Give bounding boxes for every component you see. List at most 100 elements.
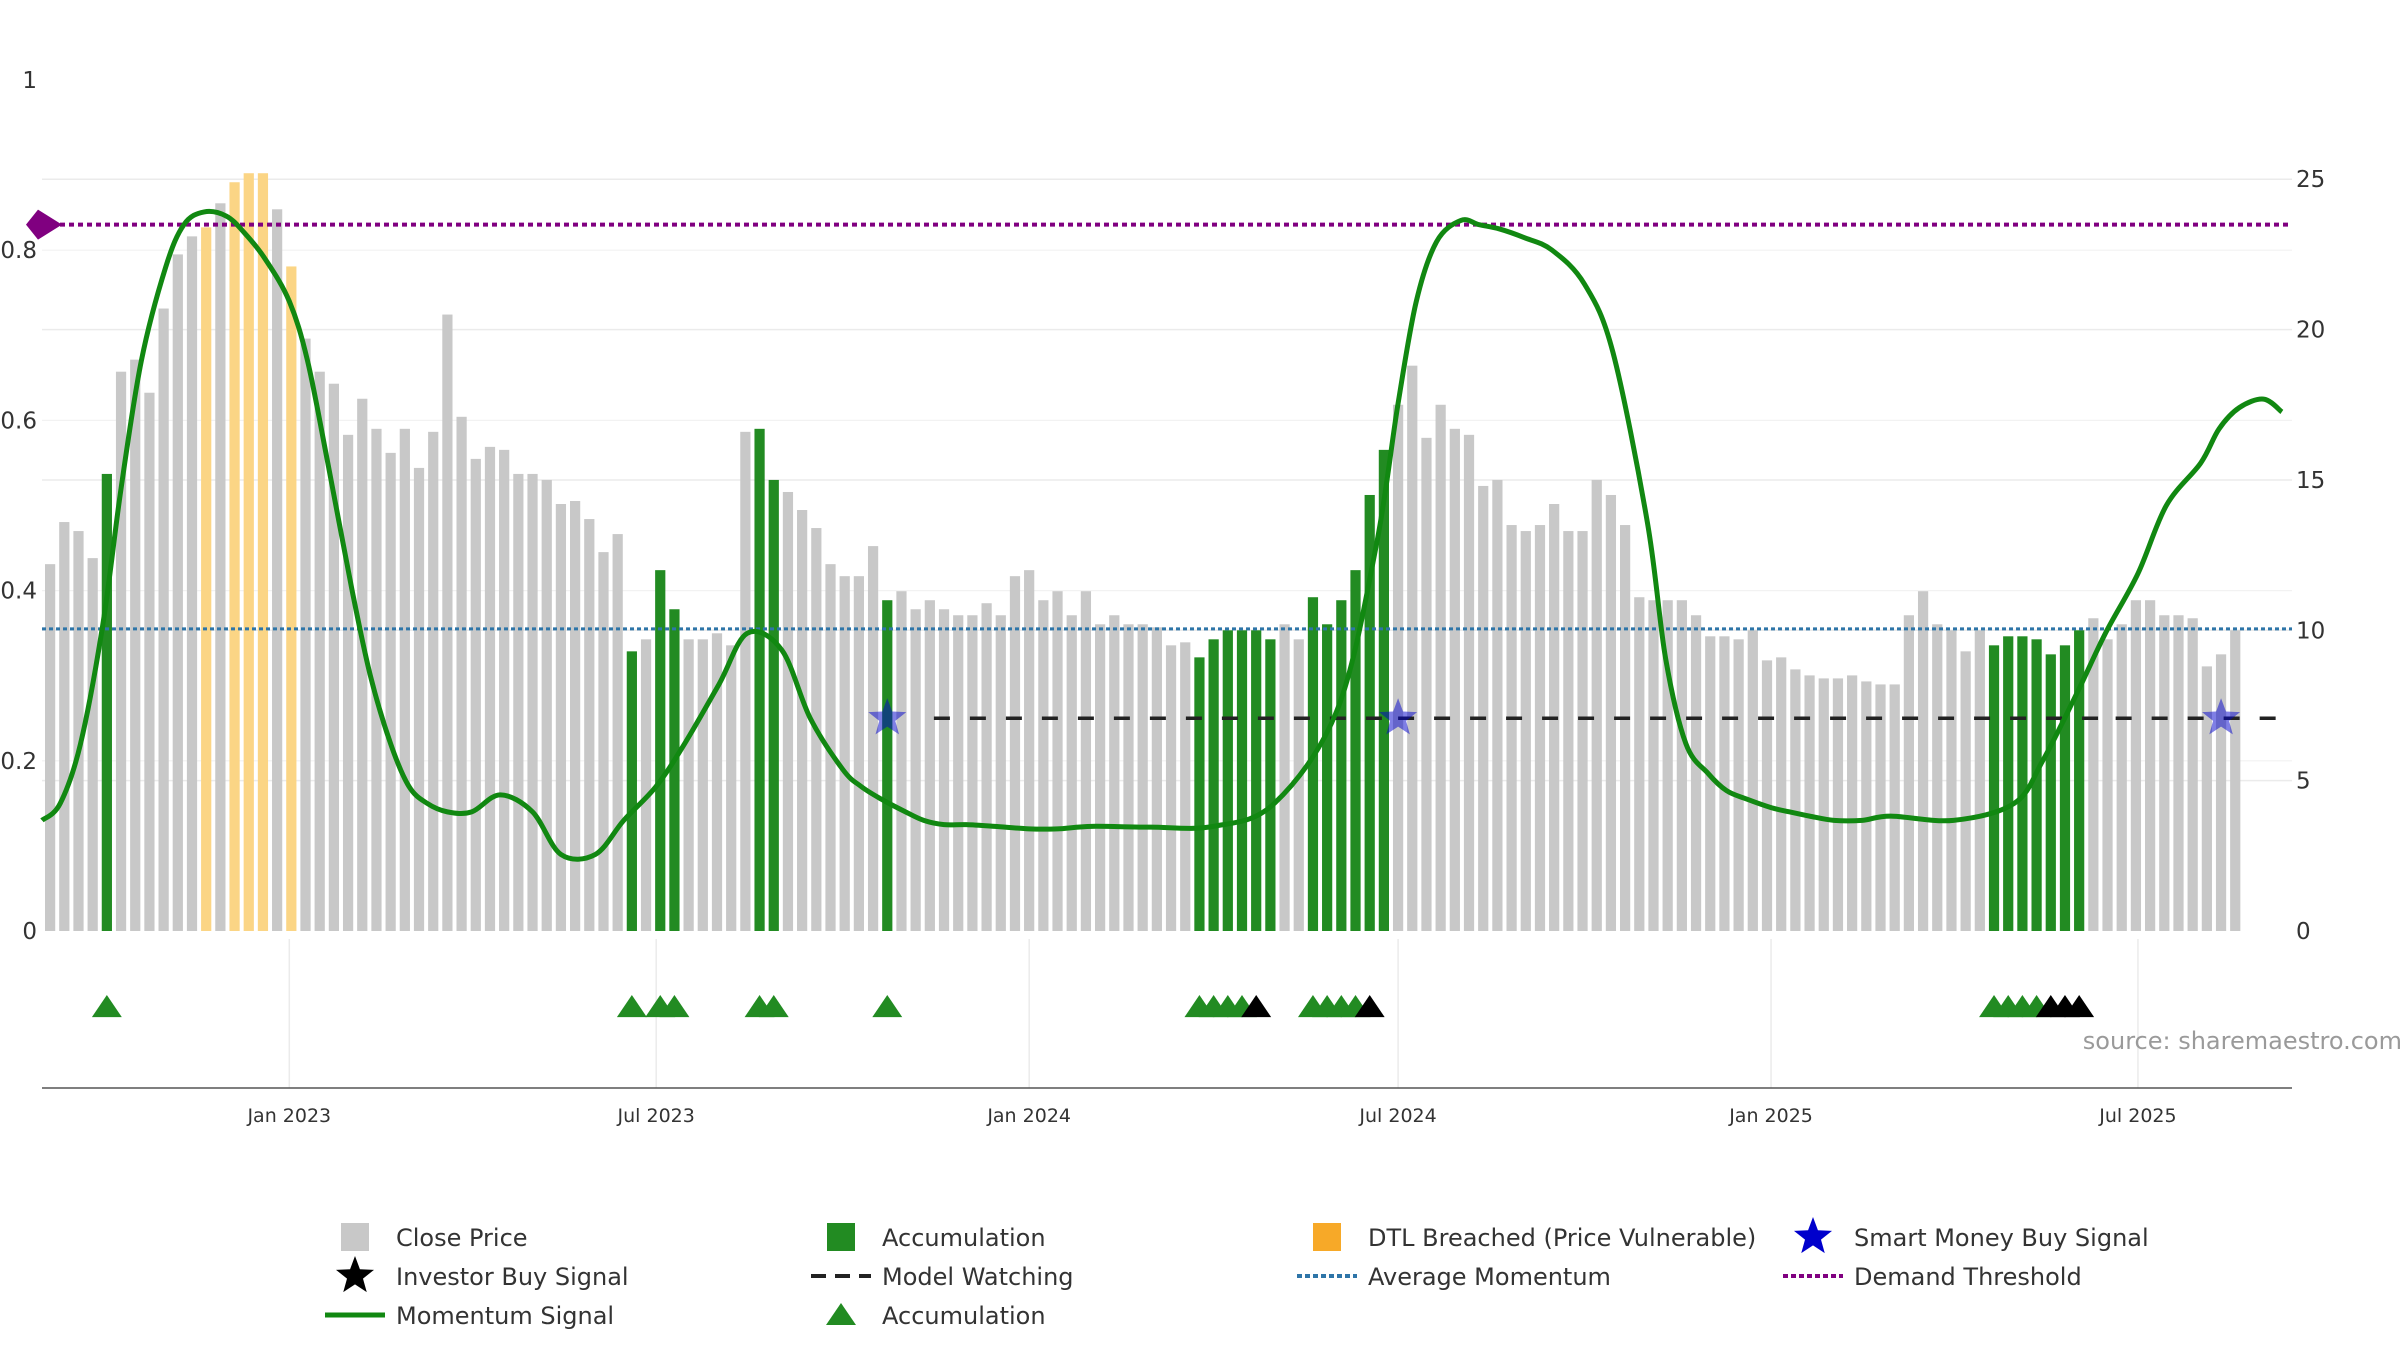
price-bars <box>45 173 2241 932</box>
accumulation-bar-91 <box>1336 600 1347 931</box>
x-tick-label-1: Jul 2023 <box>617 1105 695 1127</box>
close-price-bar-47 <box>711 633 723 931</box>
close-price-bar-101 <box>1478 485 1489 931</box>
close-price-bar-1 <box>59 522 70 931</box>
close-price-bar-151 <box>2187 618 2198 931</box>
close-price-bar-37 <box>570 500 581 931</box>
accumulation-bar-139 <box>2017 636 2028 931</box>
close-price-bar-32 <box>499 449 510 931</box>
close-price-bar-79 <box>1165 645 1177 931</box>
legend-label-7: Demand Threshold <box>1854 1263 2082 1291</box>
accumulation-bar-41 <box>626 651 637 931</box>
dtl-breached-bar-13 <box>229 182 240 931</box>
signal-markers <box>91 698 2241 1018</box>
right-tick-label-4: 20 <box>2296 318 2325 344</box>
close-price-bar-109 <box>1591 479 1602 931</box>
close-price-bar-36 <box>555 503 567 931</box>
close-price-bar-27 <box>428 431 439 931</box>
close-price-bar-125 <box>1818 678 1829 931</box>
dtl-breached-bar-14 <box>243 173 254 931</box>
accumulation-bar-85 <box>1251 630 1262 931</box>
close-price-bar-136 <box>1974 630 1985 931</box>
left-tick-label-1: 0.2 <box>0 749 37 775</box>
right-tick-label-5: 25 <box>2296 167 2325 193</box>
accumulation-bar-84 <box>1236 630 1248 931</box>
close-price-bar-153 <box>2215 654 2227 931</box>
close-price-bar-69 <box>1024 570 1035 931</box>
reference-lines <box>26 209 2292 720</box>
accumulation-triangle-41 <box>616 995 647 1018</box>
momentum-signal-line <box>40 208 2284 862</box>
accumulation-bar-51 <box>768 479 779 931</box>
accumulation-bar-81 <box>1194 657 1205 931</box>
close-price-bar-134 <box>1946 630 1957 931</box>
accumulation-bar-59 <box>882 600 893 931</box>
accumulation-bar-140 <box>2031 639 2042 931</box>
dtl-breached-bar-15 <box>257 173 269 931</box>
smart-money-star-59 <box>868 698 907 735</box>
close-price-bar-80 <box>1180 642 1191 931</box>
close-price-bar-113 <box>1648 600 1659 931</box>
close-price-bar-98 <box>1435 404 1446 931</box>
close-price-bar-147 <box>2130 600 2142 931</box>
close-price-bar-152 <box>2201 666 2212 931</box>
close-price-bar-18 <box>300 338 311 931</box>
close-price-bar-154 <box>2230 630 2241 931</box>
close-price-bar-49 <box>740 431 751 931</box>
legend-label-6: Average Momentum <box>1368 1263 1611 1291</box>
close-price-bar-100 <box>1463 434 1475 931</box>
close-price-bar-103 <box>1506 525 1517 931</box>
x-tick-label-4: Jan 2025 <box>1728 1105 1813 1127</box>
close-price-bar-45 <box>683 639 694 931</box>
legend-label-0: Close Price <box>396 1224 528 1252</box>
close-price-bar-146 <box>2116 624 2127 931</box>
close-price-bar-62 <box>924 600 935 931</box>
close-price-bar-107 <box>1563 531 1574 931</box>
legend-symbol-0 <box>341 1223 369 1251</box>
accumulation-bar-86 <box>1265 639 1276 931</box>
accumulation-bar-82 <box>1208 639 1219 931</box>
close-price-bar-78 <box>1151 627 1162 931</box>
legend-label-5: Model Watching <box>882 1263 1074 1291</box>
close-price-bar-34 <box>527 473 538 931</box>
close-price-bar-25 <box>399 428 410 931</box>
close-price-bar-20 <box>328 383 339 932</box>
close-price-bar-2 <box>73 531 84 931</box>
close-price-bar-68 <box>1009 576 1021 931</box>
close-price-bar-120 <box>1747 630 1758 931</box>
accumulation-bar-43 <box>655 570 666 931</box>
close-price-bar-73 <box>1080 591 1092 931</box>
close-price-bar-135 <box>1960 651 1971 931</box>
close-price-bar-114 <box>1662 600 1673 931</box>
accumulation-bar-93 <box>1364 494 1375 931</box>
close-price-bar-39 <box>598 552 609 931</box>
close-price-bar-131 <box>1903 615 1914 931</box>
close-price-bar-77 <box>1137 624 1148 931</box>
close-price-bar-87 <box>1279 624 1290 931</box>
x-tick-label-3: Jul 2024 <box>1358 1105 1436 1127</box>
accumulation-bar-50 <box>754 428 765 931</box>
x-tick-label-5: Jul 2025 <box>2098 1105 2176 1127</box>
investor-buy-triangle-143 <box>2064 995 2095 1018</box>
close-price-bar-6 <box>130 359 141 932</box>
legend-symbol-1 <box>827 1223 855 1251</box>
close-price-bar-117 <box>1705 636 1716 931</box>
legend-label-1: Accumulation <box>882 1224 1046 1252</box>
close-price-bar-56 <box>839 576 850 931</box>
accumulation-bar-143 <box>2074 630 2085 931</box>
close-price-bar-88 <box>1293 639 1304 931</box>
close-price-bar-21 <box>342 434 354 931</box>
close-price-bar-3 <box>87 558 98 931</box>
left-tick-label-5: 1 <box>22 68 37 94</box>
close-price-bar-122 <box>1776 657 1787 931</box>
momentum-line-layer <box>40 208 2284 862</box>
legend-label-8: Momentum Signal <box>396 1302 614 1330</box>
legend: Close Price Accumulation DTL Breached (Pri… <box>325 1217 2149 1330</box>
close-price-bar-116 <box>1690 615 1702 931</box>
close-price-bar-24 <box>385 452 396 931</box>
close-price-bar-55 <box>825 564 836 931</box>
dtl-breached-bar-11 <box>201 227 212 931</box>
right-tick-label-2: 10 <box>2296 618 2325 644</box>
close-price-bar-115 <box>1676 600 1687 931</box>
investor-buy-triangle-93 <box>1354 995 1385 1018</box>
